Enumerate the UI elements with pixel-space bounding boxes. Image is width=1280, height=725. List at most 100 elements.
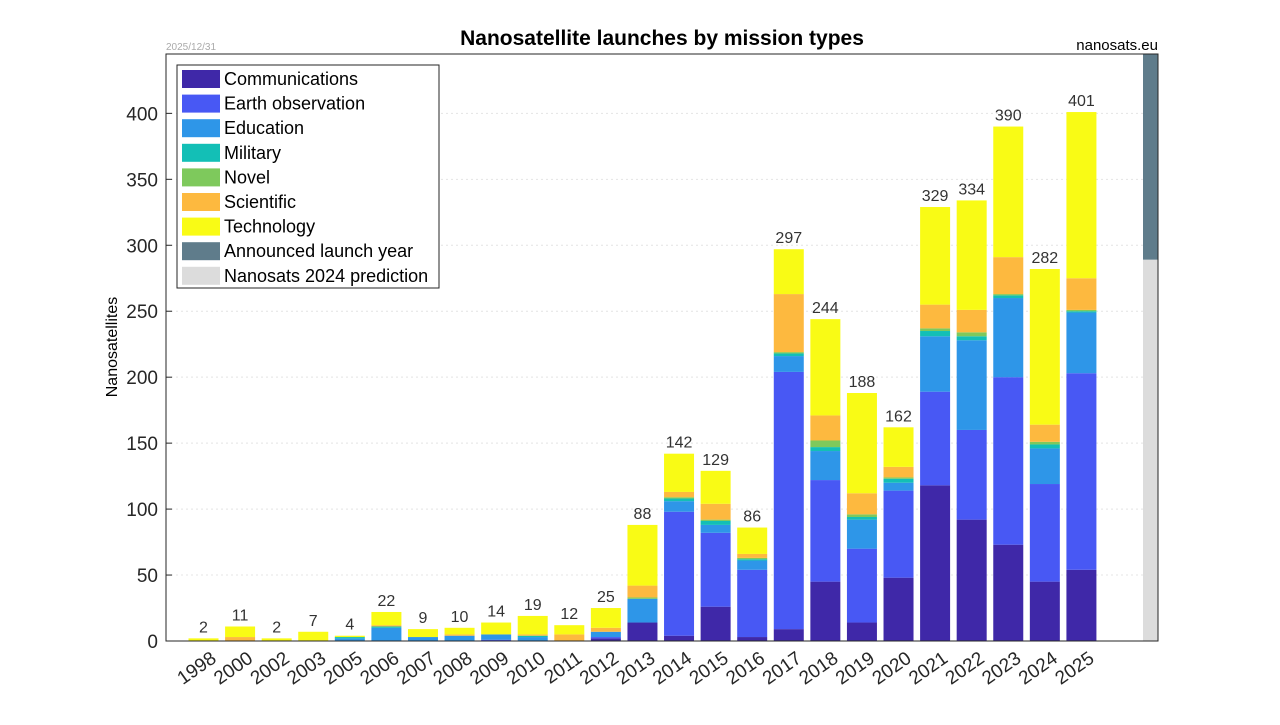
bar-2012-education <box>590 631 621 638</box>
bar-2015-earth-observation <box>700 532 731 607</box>
bar-2024-communications <box>1029 581 1060 641</box>
bar-2013-novel <box>627 597 658 599</box>
bar-2025-communications <box>1066 569 1097 641</box>
bar-2024-technology <box>1029 269 1060 425</box>
legend-swatch-military <box>182 143 220 162</box>
bar-2022-earth-observation <box>956 429 987 520</box>
y-tick-label: 50 <box>137 566 158 587</box>
bar-2015-technology <box>700 470 731 504</box>
bar-2020-scientific <box>883 466 914 478</box>
bar-2016-military <box>737 559 768 561</box>
data-label: 129 <box>702 452 729 469</box>
x-tick-label: 2010 <box>503 648 550 689</box>
bar-2002-technology <box>261 638 292 641</box>
chart-title: Nanosatellite launches by mission types <box>460 27 864 50</box>
y-tick-label: 0 <box>147 632 158 653</box>
data-label: 22 <box>378 593 396 610</box>
bar-2022-education <box>956 340 987 430</box>
bars <box>188 112 1097 641</box>
x-tick-label: 2019 <box>832 648 879 689</box>
x-tick-label: 2021 <box>905 648 952 689</box>
data-label: 142 <box>666 435 693 452</box>
bar-2020-technology <box>883 427 914 467</box>
bar-2017-scientific <box>773 294 804 353</box>
x-tick-label: 2016 <box>722 648 769 689</box>
bar-2006-education <box>371 627 402 641</box>
bar-2016-education <box>737 560 768 570</box>
bar-2014-technology <box>664 453 695 492</box>
bar-2014-earth-observation <box>664 511 695 636</box>
data-label: 12 <box>560 606 578 623</box>
data-label: 188 <box>849 374 876 391</box>
bar-2007-technology <box>407 629 438 638</box>
bar-2020-earth-observation <box>883 490 914 578</box>
data-label: 329 <box>922 188 949 205</box>
x-tick-label: 2000 <box>210 648 257 689</box>
x-axis: 1998200020022003200520062007200820092010… <box>174 648 1099 690</box>
bar-2010-military <box>517 635 548 638</box>
bar-2015-military <box>700 520 731 525</box>
data-label: 86 <box>743 509 761 526</box>
data-label: 162 <box>885 408 912 425</box>
data-label: 244 <box>812 300 839 317</box>
legend-swatch-communications <box>182 70 220 88</box>
bar-2009-education <box>481 634 512 640</box>
data-label: 401 <box>1068 93 1095 110</box>
bar-2022-scientific <box>956 309 987 333</box>
bar-2016-communications <box>737 637 768 641</box>
legend-label: Communications <box>224 69 358 89</box>
bar-2019-scientific <box>846 493 877 515</box>
x-tick-label: 2014 <box>649 648 696 690</box>
x-tick-label: 2003 <box>283 648 330 689</box>
y-tick-label: 200 <box>126 368 158 389</box>
bar-2024-military <box>1029 444 1060 449</box>
x-tick-label: 2012 <box>576 648 623 689</box>
bar-2018-military <box>810 447 841 452</box>
bar-2014-novel <box>664 497 695 499</box>
y-tick-label: 250 <box>126 302 158 323</box>
bar-2017-earth-observation <box>773 371 804 630</box>
bar-2008-technology <box>444 627 475 635</box>
bar-2018-earth-observation <box>810 480 841 582</box>
bar-1998-technology <box>188 638 219 641</box>
x-tick-label: 1998 <box>174 648 221 689</box>
x-tick-label: 2007 <box>393 648 440 689</box>
bar-2025-earth-observation <box>1066 373 1097 570</box>
bar-2008-education <box>444 635 475 641</box>
data-label: 2 <box>272 619 281 636</box>
date-label: 2025/12/31 <box>166 42 216 53</box>
bar-2011-scientific <box>554 634 585 641</box>
x-tick-label: 2018 <box>796 648 843 689</box>
legend-label: Nanosats 2024 prediction <box>224 266 428 286</box>
bar-2013-technology <box>627 524 658 586</box>
bar-2023-communications <box>993 544 1024 641</box>
bar-2015-communications <box>700 606 731 641</box>
bar-2008-scientific <box>444 634 475 636</box>
bar-2022-military <box>956 336 987 341</box>
bar-2022-communications <box>956 519 987 641</box>
x-tick-label: 2025 <box>1052 648 1099 689</box>
bar-2015-education <box>700 524 731 533</box>
bar-2017-communications <box>773 629 804 641</box>
y-tick-label: 400 <box>126 104 158 125</box>
bar-2012-earth-observation <box>590 637 621 639</box>
bar-2013-education <box>627 598 658 623</box>
y-tick-label: 100 <box>126 500 158 521</box>
bar-2005-technology <box>334 635 365 638</box>
legend-label: Military <box>224 143 281 163</box>
bar-2014-communications <box>664 635 695 641</box>
bar-2011-technology <box>554 625 585 635</box>
data-label: 9 <box>419 610 428 627</box>
bar-2021-novel <box>920 328 951 332</box>
legend-swatch-novel <box>182 168 220 187</box>
legend-label: Scientific <box>224 192 296 212</box>
overlay-announced-launch-year <box>1143 54 1158 260</box>
bar-2021-earth-observation <box>920 391 951 486</box>
bar-2017-military <box>773 353 804 357</box>
x-tick-label: 2006 <box>357 648 404 689</box>
bar-2003-technology <box>298 631 329 641</box>
bar-2023-novel <box>993 294 1024 296</box>
legend-label: Education <box>224 118 304 138</box>
legend-swatch-earth-observation <box>182 94 220 113</box>
